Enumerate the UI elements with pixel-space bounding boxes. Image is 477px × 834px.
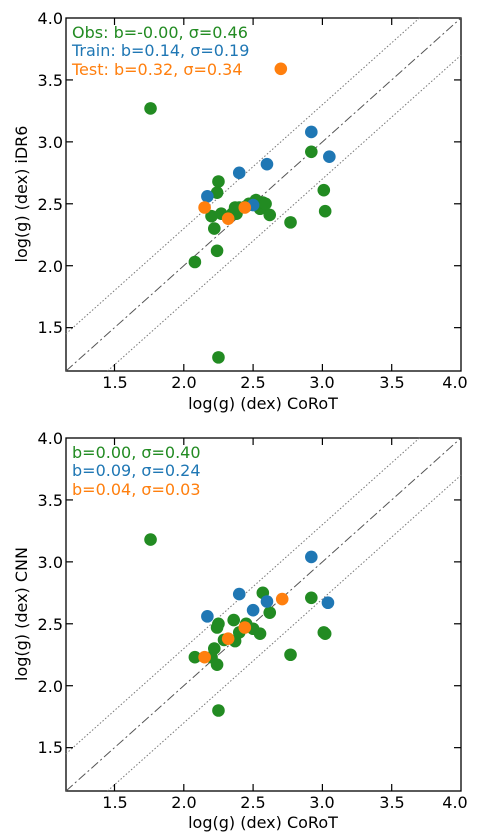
y-tick-label-bottom-5: 3.5 bbox=[38, 491, 63, 510]
obs-point-top bbox=[284, 216, 297, 229]
obs-point-top bbox=[205, 209, 218, 223]
y-tick-label-bottom-2: 2.0 bbox=[38, 677, 63, 696]
obs-point-top bbox=[144, 102, 157, 115]
y-tick-label-top-6: 4.0 bbox=[38, 9, 63, 28]
obs-point-top bbox=[212, 175, 225, 188]
obs-point-top bbox=[317, 183, 331, 197]
identity-line-bottom bbox=[65, 437, 462, 792]
x-tick-label-bottom-3: 2.5 bbox=[240, 793, 265, 812]
train-point-bottom bbox=[305, 550, 318, 564]
y-tick-label-top-3: 2.5 bbox=[38, 195, 63, 214]
x-tick-label-top-3: 2.5 bbox=[240, 373, 265, 392]
reference-lines-bottom bbox=[65, 437, 462, 792]
y-tick-label-bottom-3: 2.5 bbox=[38, 615, 63, 634]
obs-point-bottom bbox=[210, 658, 224, 671]
panel-bottom: 1.5 2.0 2.5 3.0 3.5 4.0 1.5 2.0 2.5 3.0 … bbox=[12, 429, 468, 832]
obs-point-bottom bbox=[253, 627, 267, 640]
train-point-top bbox=[305, 125, 318, 139]
x-tick-label-bottom-1: 1.5 bbox=[102, 793, 127, 812]
train-point-bottom bbox=[201, 610, 214, 623]
obs-point-bottom bbox=[212, 704, 225, 717]
test-point-bottom bbox=[275, 592, 289, 606]
obs-point-bottom bbox=[227, 613, 241, 627]
obs-point-bottom bbox=[318, 627, 332, 640]
x-tick-label-top-1: 1.5 bbox=[102, 373, 127, 392]
obs-point-top bbox=[259, 197, 272, 211]
test-point-top bbox=[238, 201, 252, 214]
x-tick-label-top-6: 4.0 bbox=[442, 373, 467, 392]
obs-point-top bbox=[188, 255, 202, 269]
obs-point-top bbox=[318, 204, 332, 218]
train-point-top bbox=[323, 150, 336, 164]
obs-point-top bbox=[212, 351, 225, 364]
x-tick-label-bottom-5: 3.5 bbox=[379, 793, 404, 812]
obs-point-bottom bbox=[263, 606, 277, 619]
legend-train-bottom: b=0.09, σ=0.24 bbox=[72, 461, 201, 480]
obs-point-top bbox=[210, 244, 224, 258]
train-point-top bbox=[260, 157, 274, 171]
reference-lines-top bbox=[65, 17, 462, 372]
points-top bbox=[144, 62, 336, 364]
x-tick-label-bottom-2: 2.0 bbox=[171, 793, 196, 812]
obs-point-top bbox=[207, 222, 221, 235]
test-point-bottom bbox=[198, 650, 211, 664]
obs-point-bottom bbox=[305, 591, 318, 605]
legend-obs-top: Obs: b=-0.00, σ=0.46 bbox=[72, 23, 248, 42]
test-point-top bbox=[221, 212, 235, 225]
train-point-bottom bbox=[321, 596, 335, 610]
x-axis-label-bottom: log(g) (dex) CoRoT bbox=[188, 813, 338, 832]
ticks-bottom bbox=[66, 438, 461, 791]
legend-test-top: Test: b=0.32, σ=0.34 bbox=[71, 60, 243, 79]
train-point-bottom bbox=[260, 595, 274, 608]
identity-line-top bbox=[65, 17, 462, 372]
x-axis-label-top: log(g) (dex) CoRoT bbox=[188, 394, 338, 413]
y-tick-label-top-2: 2.0 bbox=[38, 257, 63, 276]
x-tick-label-bottom-4: 3.0 bbox=[309, 793, 334, 812]
obs-point-bottom bbox=[284, 648, 297, 662]
y-tick-label-bottom-1: 1.5 bbox=[38, 738, 63, 757]
obs-point-bottom bbox=[144, 533, 157, 546]
obs-point-top bbox=[263, 208, 277, 222]
legend-test-bottom: b=0.04, σ=0.03 bbox=[72, 480, 201, 499]
x-tick-label-bottom-6: 4.0 bbox=[442, 793, 467, 812]
train-point-top bbox=[232, 166, 246, 180]
test-point-top bbox=[198, 201, 211, 214]
y-axis-label-top: log(g) (dex) iDR6 bbox=[12, 126, 31, 263]
y-axis-label-bottom: log(g) (dex) CNN bbox=[12, 547, 31, 681]
obs-point-bottom bbox=[188, 650, 202, 664]
y-tick-label-bottom-6: 4.0 bbox=[38, 429, 63, 448]
train-point-bottom bbox=[246, 603, 260, 617]
x-tick-label-top-4: 3.0 bbox=[309, 373, 334, 392]
legend-obs-bottom: b=0.00, σ=0.40 bbox=[72, 443, 201, 462]
obs-point-top bbox=[210, 186, 224, 199]
ticks-top bbox=[66, 18, 461, 371]
x-tick-label-top-2: 2.0 bbox=[171, 373, 196, 392]
y-tick-label-top-4: 3.0 bbox=[38, 133, 63, 152]
legend-train-top: Train: b=0.14, σ=0.19 bbox=[71, 41, 249, 60]
panel-top: 1.5 2.0 2.5 3.0 3.5 4.0 1.5 2.0 2.5 3.0 … bbox=[12, 9, 468, 413]
test-point-top bbox=[274, 62, 288, 76]
test-point-bottom bbox=[221, 632, 235, 645]
y-tick-label-top-1: 1.5 bbox=[38, 318, 63, 337]
x-tick-label-top-5: 3.5 bbox=[379, 373, 404, 392]
y-tick-label-bottom-4: 3.0 bbox=[38, 553, 63, 572]
obs-point-top bbox=[305, 145, 318, 159]
points-bottom bbox=[144, 533, 335, 717]
obs-point-bottom bbox=[210, 621, 224, 634]
y-tick-label-top-5: 3.5 bbox=[38, 71, 63, 90]
train-point-bottom bbox=[232, 587, 246, 601]
test-point-bottom bbox=[238, 621, 252, 634]
train-point-top bbox=[201, 190, 214, 203]
